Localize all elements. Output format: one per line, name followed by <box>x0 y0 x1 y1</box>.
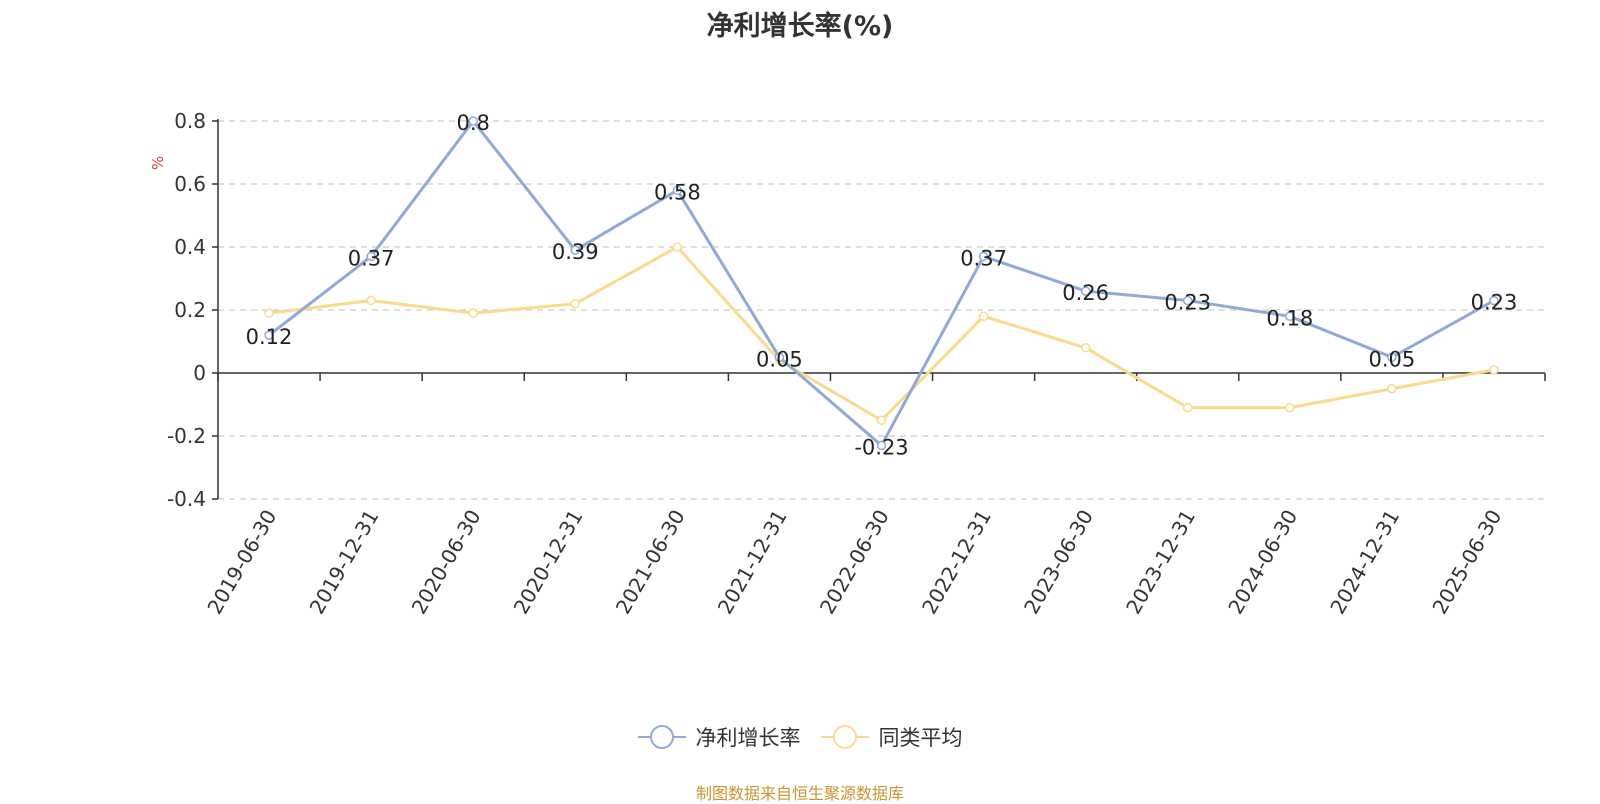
data-point-1 <box>468 116 478 126</box>
data-point-1 <box>774 352 785 362</box>
y-tick-label: -0.2 <box>167 424 206 448</box>
data-label: 0.12 <box>246 325 293 349</box>
series-line-1 <box>268 119 1495 447</box>
x-tick-label: 2021-12-31 <box>713 506 792 619</box>
data-label: 0.05 <box>1369 347 1416 371</box>
data-point-1 <box>1080 286 1091 296</box>
x-tick-label: 2024-12-31 <box>1325 506 1404 619</box>
data-point-1 <box>672 185 683 196</box>
legend-circle-icon <box>820 724 869 750</box>
data-point-1 <box>1387 352 1397 362</box>
data-point-1 <box>1182 295 1193 306</box>
series-line-2 <box>268 245 1495 422</box>
data-point-2 <box>1285 402 1295 413</box>
data-point-2 <box>876 415 887 425</box>
x-tick-label: 2023-06-30 <box>1019 506 1098 619</box>
y-tick-label: -0.4 <box>167 487 206 511</box>
data-label: 0.58 <box>654 180 701 204</box>
data-point-2 <box>570 298 581 309</box>
legend-label: 净利增长率 <box>695 726 801 750</box>
chart-title: 净利增长率(%) <box>706 11 894 42</box>
x-tick-label: 2020-12-31 <box>509 506 588 619</box>
x-tick-label: 2021-06-30 <box>611 506 690 619</box>
data-point-2 <box>672 242 683 252</box>
data-point-1 <box>1285 311 1295 322</box>
x-tick-label: 2019-12-31 <box>305 506 384 619</box>
data-point-2 <box>1080 343 1091 353</box>
data-point-2 <box>1387 384 1397 394</box>
data-point-1 <box>978 251 989 262</box>
data-point-2 <box>468 308 478 318</box>
y-axis-label: % <box>149 156 167 170</box>
x-tick-label: 2022-12-31 <box>917 506 996 619</box>
data-point-1 <box>1489 295 1499 306</box>
data-point-1 <box>570 245 581 255</box>
legend-label: 同类平均 <box>878 726 963 750</box>
x-tick-label: 2023-12-31 <box>1121 506 1200 619</box>
legend-circle-icon <box>637 724 686 750</box>
data-label: 0.23 <box>1164 291 1211 315</box>
legend: 净利增长率 同类平均 <box>0 722 1600 752</box>
data-point-2 <box>264 308 274 318</box>
axes: -0.4 -0.2 0 0.2 0.4 0.6 0.8% 2019-06-30 2019-12-… <box>149 109 1546 619</box>
data-point-1 <box>366 251 376 262</box>
x-tick-label: 2024-06-30 <box>1223 506 1302 619</box>
data-point-2 <box>1182 402 1193 413</box>
data-label: 0.23 <box>1471 291 1518 315</box>
legend-item-series2[interactable]: 同类平均 <box>820 722 963 752</box>
data-label: 0.37 <box>348 246 395 270</box>
x-tick-label: 2020-06-30 <box>407 506 486 619</box>
data-point-1 <box>264 330 274 340</box>
data-point-2 <box>978 311 989 322</box>
data-label: 0.39 <box>552 240 599 264</box>
data-labels: 0.12 0.37 0.8 0.39 0.58 0.05 -0.23 0.37 0.26 0.23… <box>246 111 1518 459</box>
data-label: 0.18 <box>1266 306 1313 330</box>
data-label: 0.8 <box>456 111 489 135</box>
y-tick-label: 0.4 <box>174 235 206 259</box>
x-tick-label: 2019-06-30 <box>202 506 281 619</box>
data-point-2 <box>366 295 376 306</box>
data-label: -0.23 <box>854 435 908 459</box>
data-label: 0.37 <box>960 246 1007 270</box>
y-tick-label: 0.6 <box>174 172 206 196</box>
x-tick-label: 2022-06-30 <box>815 506 894 619</box>
legend-item-series1[interactable]: 净利增长率 <box>637 722 801 752</box>
y-tick-label: 0 <box>193 361 206 385</box>
y-tick-label: 0.2 <box>174 298 206 322</box>
series-group <box>264 116 1499 451</box>
x-tick-label: 2025-06-30 <box>1427 506 1506 619</box>
source-note: 制图数据来自恒生聚源数据库 <box>695 784 904 803</box>
data-point-1 <box>876 440 887 451</box>
data-point-2 <box>1489 365 1499 375</box>
data-label: 0.05 <box>756 347 803 371</box>
data-label: 0.26 <box>1062 281 1109 305</box>
y-tick-label: 0.8 <box>174 109 206 133</box>
